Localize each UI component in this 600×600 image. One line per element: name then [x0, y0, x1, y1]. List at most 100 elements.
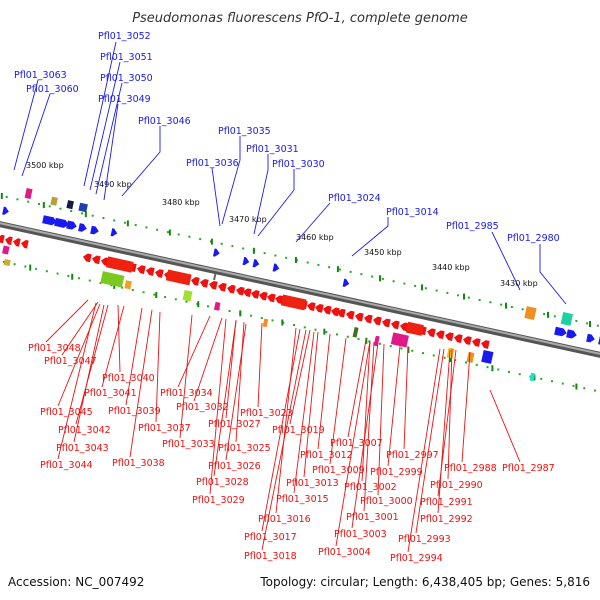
gene-label-text: Pfl01_3023 [240, 408, 293, 419]
tick-dot [510, 305, 513, 308]
label-leader-line [415, 348, 445, 534]
tick-dot [185, 300, 188, 303]
major-tick [378, 275, 381, 282]
gene-labels: Pfl01_3052 Pfl01_3051 Pfl01_3050 Pfl01_3049… [13, 31, 567, 564]
feature-tracks [0, 188, 600, 382]
tick-dot [422, 352, 425, 355]
label-leader-line [221, 136, 241, 225]
gene-label-text: Pfl01_3042 [58, 425, 111, 436]
tick-dot [317, 263, 320, 266]
tick-dot [174, 298, 177, 301]
label-leader-line [261, 329, 307, 551]
major-tick [0, 192, 3, 199]
gene-label-text: Pfl01_2980 [507, 233, 560, 244]
gene-label-text: Pfl01_3000 [360, 496, 413, 507]
gene-label: Pfl01_3013 [286, 331, 339, 489]
label-leader-line [403, 345, 409, 450]
gene-label: Pfl01_2985 [446, 221, 521, 291]
gene-label-text: Pfl01_3036 [186, 158, 239, 169]
major-tick [505, 302, 508, 309]
gene-label: Pfl01_3012 [300, 333, 353, 461]
gene-label: Pfl01_3026 [208, 323, 261, 472]
tick-dot [250, 314, 253, 317]
tick-dot [360, 273, 363, 276]
tick-dot [260, 317, 263, 320]
gene-label-text: Pfl01_3040 [102, 373, 155, 384]
gene-label: Pfl01_3047 [44, 301, 99, 367]
gene-label: Pfl01_3016 [258, 327, 311, 525]
tick-dot [164, 295, 167, 298]
tick-dot [553, 315, 556, 318]
label-leader-line [303, 331, 319, 478]
label-leader-line [461, 351, 471, 463]
gene-label: Pfl01_3028 [196, 320, 249, 488]
gene-label-text: Pfl01_3002 [344, 482, 397, 493]
tick-dot [414, 284, 417, 287]
tick-dot [400, 347, 403, 350]
gene-label-text: Pfl01_3050 [100, 73, 153, 84]
major-tick [575, 383, 578, 390]
gene-label: Pfl01_2987 [489, 389, 555, 474]
kbp-label: 3460 kbp [296, 233, 334, 242]
reverse-gene-arrow [0, 234, 5, 244]
tick-dot [285, 256, 288, 259]
tick-dot [70, 210, 73, 213]
gene-label-text: Pfl01_3007 [330, 438, 383, 449]
label-leader-line [351, 342, 379, 529]
tick-dot [349, 270, 352, 273]
gene-label: Pfl01_3024 [295, 193, 381, 243]
label-leader-line [75, 304, 109, 425]
tick-dot [48, 205, 51, 208]
label-leader-line [489, 389, 521, 463]
gene-label: Pfl01_2990 [430, 348, 483, 491]
gene-label: Pfl01_3048 [28, 299, 89, 354]
gene-label-text: Pfl01_3043 [56, 443, 109, 454]
label-leader-line [437, 349, 451, 514]
gene-label-text: Pfl01_3038 [112, 458, 165, 469]
gene-label: Pfl01_3031 [246, 144, 299, 235]
label-leader-line [347, 339, 367, 438]
tick-dot [16, 198, 19, 201]
gene-label-text: Pfl01_3012 [300, 450, 353, 461]
label-leader-line [121, 126, 161, 197]
gene-label: Pfl01_3046 [121, 116, 191, 197]
label-leader-line [117, 304, 121, 373]
gene-label-text: Pfl01_3031 [246, 144, 299, 155]
label-leader-line [295, 202, 331, 243]
feature-box [24, 188, 33, 200]
tick-dot [550, 380, 553, 383]
tick-dot [13, 263, 16, 266]
label-leader-line [193, 317, 223, 402]
label-leader-line [235, 321, 245, 443]
tick-dot [56, 272, 59, 275]
forward-gene-arrow [212, 248, 220, 257]
label-leader-line [491, 231, 521, 291]
tick-dot [188, 235, 191, 238]
reverse-gene-arrow [146, 267, 155, 276]
reverse-gene-arrow [364, 314, 373, 324]
feature-box [280, 294, 307, 311]
gene-label: Pfl01_3050 [95, 73, 153, 195]
tick-dot [521, 308, 524, 311]
tick-dot [593, 389, 596, 392]
kbp-label: 3490 kbp [94, 180, 132, 189]
label-leader-line [73, 304, 105, 443]
tick-dot [306, 261, 309, 264]
gene-label-text: Pfl01_3018 [244, 551, 297, 562]
label-leader-line [125, 307, 143, 406]
major-tick [210, 238, 213, 245]
gene-label: Pfl01_3033 [162, 314, 215, 450]
major-tick [29, 264, 32, 271]
reverse-gene-arrow [382, 318, 391, 328]
tick-dot [199, 238, 202, 241]
feature-box [481, 349, 494, 364]
gene-label: Pfl01_3032 [176, 317, 229, 413]
gene-label: Pfl01_3017 [244, 328, 301, 543]
feature-box [352, 326, 359, 338]
gene-label: Pfl01_3025 [218, 321, 271, 454]
tick-dot [78, 277, 81, 280]
gene-label: Pfl01_2994 [390, 348, 443, 564]
gene-label-text: Pfl01_3019 [272, 425, 325, 436]
tick-dot [575, 320, 578, 323]
